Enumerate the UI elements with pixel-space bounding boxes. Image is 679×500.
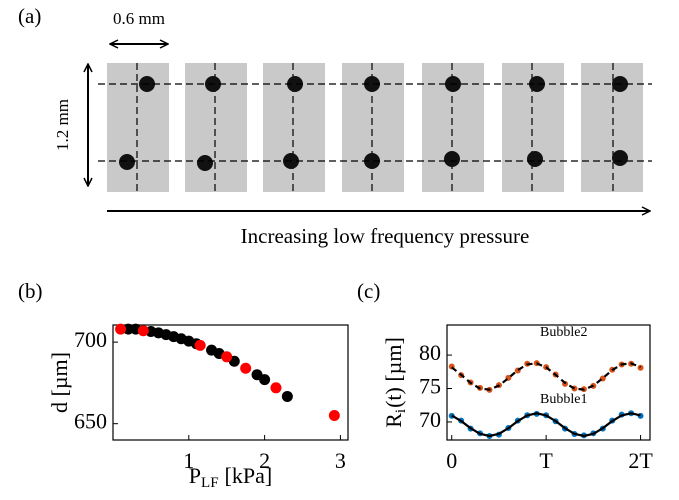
bubble [364, 76, 380, 92]
label-sub: LF [201, 475, 219, 491]
axes-box [446, 324, 651, 441]
y-tick-label: 75 [419, 374, 441, 399]
label-unit: (t) [µm] [381, 337, 406, 408]
label-sub: i [393, 409, 409, 413]
point [221, 351, 233, 363]
bubble [529, 76, 545, 92]
bubble [612, 150, 628, 166]
point [240, 362, 252, 374]
point [281, 390, 293, 402]
label-main: P [189, 463, 201, 488]
axes-box [112, 324, 349, 441]
point [137, 325, 149, 337]
chart: (b) 1 2 3 650 700 [18, 279, 349, 473]
chart: (c) 0 T 2T 70 75 80 [357, 279, 653, 473]
y-tick-label: 700 [74, 327, 107, 352]
point [115, 323, 127, 335]
frame-image [107, 63, 169, 192]
y-tick-label: 70 [419, 407, 441, 432]
bubble [287, 76, 303, 92]
axis-label: d [µm] [47, 352, 72, 413]
annotation: Bubble1 [540, 392, 587, 407]
bubble [527, 151, 543, 167]
bubble [197, 155, 213, 171]
bubble [444, 151, 460, 167]
x-tick-label: 2T [628, 448, 653, 473]
y-tick-label: 80 [419, 340, 441, 365]
point [328, 410, 340, 422]
caption: Increasing low frequency pressure [241, 224, 530, 248]
x-tick-label: T [539, 448, 553, 473]
scale-x-label: 0.6 mm [113, 9, 165, 28]
panel-label: (b) [18, 279, 43, 303]
x-tick-label: 2 [259, 448, 270, 473]
label-main: R [381, 413, 406, 428]
point [637, 364, 644, 371]
frame-image [581, 63, 643, 192]
point [270, 382, 282, 394]
x-tick-label: 3 [335, 448, 346, 473]
axis-label: PLF [kPa] [189, 463, 272, 491]
axis-label: Ri(t) [µm] [381, 337, 409, 428]
panel-a: (a) 0.6 mm 1.2 mm Increasing low frequen… [18, 4, 652, 248]
x-tick-label: 1 [183, 448, 194, 473]
bubble [119, 154, 135, 170]
panel-label: (a) [18, 4, 41, 28]
point [122, 323, 134, 335]
point [259, 374, 271, 386]
panel-label: (c) [357, 279, 380, 303]
fit-line [451, 412, 641, 438]
y-tick-label: 650 [74, 409, 107, 434]
fit-line [451, 362, 641, 391]
annotation: Bubble2 [540, 325, 587, 340]
x-tick-label: 0 [446, 448, 457, 473]
scale-y-label: 1.2 mm [53, 99, 72, 151]
bubble [364, 153, 380, 169]
point [194, 339, 206, 351]
label-unit: [kPa] [225, 463, 273, 488]
